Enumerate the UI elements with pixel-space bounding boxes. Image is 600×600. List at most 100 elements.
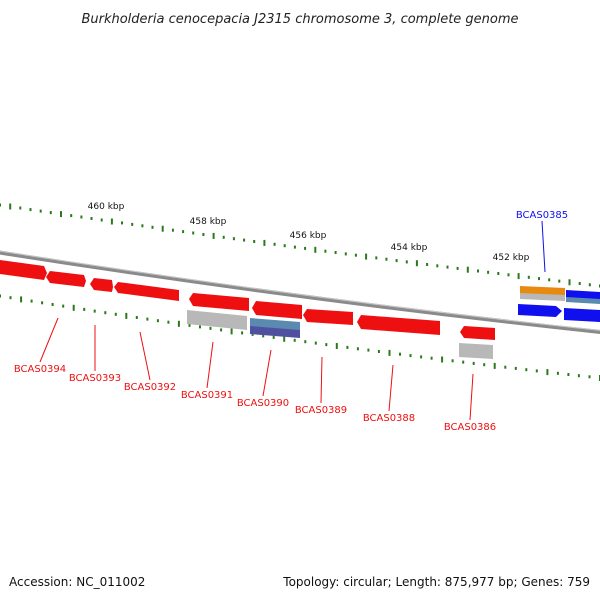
outer-ruler-minor-tick: [344, 252, 347, 256]
gene-BCAS0388-arrow[interactable]: [357, 315, 440, 335]
outer-ruler-major-tick: [517, 273, 520, 280]
outer-ruler-minor-tick: [527, 275, 530, 279]
gene-BCAS0389-arrow[interactable]: [303, 309, 353, 325]
inner-ruler-minor-tick: [525, 368, 528, 372]
outer-ruler-major-tick: [466, 266, 469, 273]
gene-BCAS0392-small-arrow[interactable]: [90, 278, 113, 292]
inner-ruler-minor-tick: [9, 296, 12, 300]
outer-ruler-minor-tick: [49, 211, 52, 215]
outer-ruler-minor-tick: [293, 245, 296, 249]
outer-ruler-minor-tick: [39, 209, 42, 213]
gene-label-BCAS0390[interactable]: BCAS0390: [237, 398, 289, 409]
inner-ruler-minor-tick: [30, 299, 33, 303]
feature-grey-reverse-b[interactable]: [459, 343, 493, 359]
gene-label-BCAS0393[interactable]: BCAS0393: [69, 373, 121, 384]
outer-scale-ruler: [0, 203, 600, 288]
chromosome-backbone: [0, 250, 600, 334]
outer-ruler-minor-tick: [304, 246, 307, 250]
gene-label-BCAS0392[interactable]: BCAS0392: [124, 382, 176, 393]
inner-ruler-minor-tick: [0, 294, 1, 298]
outer-ruler-minor-tick: [273, 242, 276, 246]
feature-steel-forward[interactable]: [566, 297, 600, 304]
outer-ruler-major-tick: [9, 203, 12, 210]
inner-ruler-major-tick: [125, 312, 128, 319]
scale-label-452: 452 kbp: [493, 253, 530, 263]
inner-ruler-minor-tick: [220, 328, 223, 332]
outer-ruler-major-tick: [314, 246, 317, 253]
gene-BCAS0386-arrow[interactable]: [460, 326, 495, 340]
scale-label-454: 454 kbp: [391, 243, 428, 253]
inner-ruler-minor-tick: [314, 341, 317, 345]
outer-ruler-minor-tick: [588, 283, 591, 287]
map-title: Burkholderia cenocepacia J2315 chromosom…: [81, 12, 518, 27]
feature-purple-reverse[interactable]: [250, 326, 300, 338]
outer-ruler-minor-tick: [436, 264, 439, 268]
outer-ruler-major-tick: [263, 239, 266, 246]
outer-ruler-minor-tick: [232, 237, 235, 241]
outer-ruler-minor-tick: [426, 263, 429, 266]
outer-ruler-minor-tick: [283, 244, 286, 248]
gene-BCAS0393-arrow[interactable]: [46, 271, 86, 287]
inner-ruler-minor-tick: [377, 350, 380, 353]
gene-BCAS0394-arrow[interactable]: [0, 260, 47, 280]
leader-BCAS0389: [320, 356, 323, 404]
gene-BCAS0390-arrow[interactable]: [252, 301, 302, 319]
inner-ruler-minor-tick: [430, 356, 433, 360]
inner-ruler-minor-tick: [588, 375, 591, 379]
outer-ruler-minor-tick: [456, 266, 459, 270]
outer-ruler-minor-tick: [548, 278, 551, 282]
gene-label-BCAS0391[interactable]: BCAS0391: [181, 390, 233, 401]
inner-ruler-minor-tick: [199, 325, 201, 329]
outer-ruler-major-tick: [568, 279, 571, 286]
gene-label-BCAS0389[interactable]: BCAS0389: [295, 405, 347, 416]
gene-BCAS0391-arrow[interactable]: [189, 293, 249, 311]
inner-ruler-minor-tick: [209, 326, 212, 330]
outer-ruler-minor-tick: [385, 257, 388, 261]
outer-ruler-minor-tick: [19, 206, 22, 210]
scale-label-460: 460 kbp: [88, 202, 125, 212]
leader-BCAS0385: [541, 220, 546, 273]
gene-BCAS0392-arrow[interactable]: [114, 282, 179, 301]
gene-BCAS0385-arrow[interactable]: [518, 304, 562, 317]
inner-scale-ruler: [0, 294, 600, 381]
scale-label-458: 458 kbp: [190, 217, 227, 227]
gene-label-BCAS0394[interactable]: BCAS0394: [14, 364, 66, 375]
gene-label-BCAS0386[interactable]: BCAS0386: [444, 422, 496, 433]
inner-ruler-major-tick: [283, 335, 286, 342]
inner-ruler-minor-tick: [556, 371, 559, 375]
outer-ruler-major-tick: [60, 211, 62, 218]
gene-features: [0, 260, 600, 359]
inner-ruler-major-tick: [441, 356, 444, 363]
gene-label-BCAS0388[interactable]: BCAS0388: [363, 413, 415, 424]
chromosome-backbone-highlight: [0, 250, 600, 331]
inner-ruler-minor-tick: [399, 352, 401, 356]
inner-ruler-minor-tick: [420, 355, 423, 359]
inner-ruler-minor-tick: [62, 304, 65, 308]
inner-ruler-minor-tick: [146, 317, 149, 321]
gene-labels: BCAS0385 BCAS0386 BCAS0388 BCAS0389 BCAS…: [14, 210, 568, 433]
outer-ruler-minor-tick: [334, 251, 337, 254]
outer-ruler-minor-tick: [141, 224, 144, 228]
outer-ruler-minor-tick: [0, 203, 1, 207]
inner-ruler-minor-tick: [451, 359, 454, 363]
inner-ruler-minor-tick: [135, 316, 138, 319]
outer-ruler-minor-tick: [243, 238, 246, 242]
leader-BCAS0391: [206, 341, 214, 389]
inner-ruler-minor-tick: [304, 340, 307, 344]
outer-ruler-minor-tick: [151, 225, 154, 229]
inner-ruler-minor-tick: [462, 360, 465, 364]
outer-ruler-major-tick: [161, 225, 164, 232]
outer-ruler-major-tick: [212, 232, 215, 239]
feature-blue-forward-b[interactable]: [564, 308, 600, 322]
feature-grey-reverse-a[interactable]: [187, 310, 247, 330]
inner-ruler-minor-tick: [504, 365, 507, 369]
outer-ruler-minor-tick: [405, 260, 408, 264]
feature-grey-forward[interactable]: [520, 293, 565, 301]
inner-ruler-major-tick: [20, 296, 23, 303]
inner-ruler-major-tick: [230, 328, 233, 335]
inner-ruler-major-tick: [335, 343, 338, 349]
gene-label-BCAS0385[interactable]: BCAS0385: [516, 210, 568, 221]
outer-ruler-minor-tick: [192, 231, 195, 235]
inner-ruler-minor-tick: [93, 309, 96, 313]
outer-ruler-minor-tick: [202, 233, 205, 236]
